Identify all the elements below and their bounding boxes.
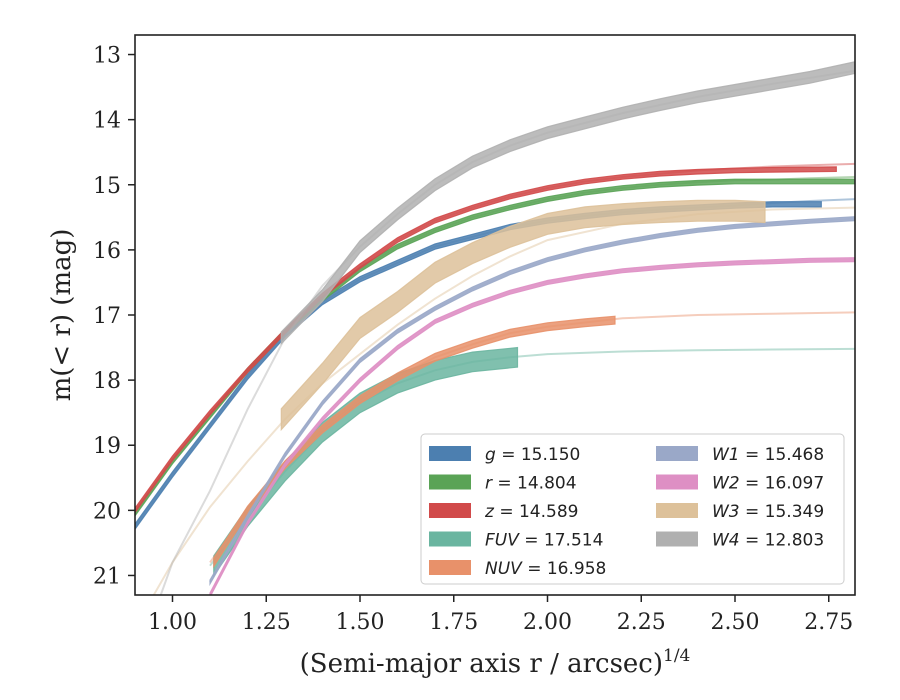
legend-label-W2: W2 = 16.097 xyxy=(712,474,824,494)
legend-swatch-g xyxy=(429,446,471,461)
legend-swatch-W3 xyxy=(656,503,698,518)
legend-box xyxy=(420,433,845,585)
series-W1 xyxy=(209,216,855,587)
y-tick-label: 19 xyxy=(93,434,121,459)
y-tick-label: 18 xyxy=(93,369,121,394)
legend-label-W3: W3 = 15.349 xyxy=(712,502,824,522)
legend-swatch-NUV xyxy=(429,560,471,575)
series-layer xyxy=(135,61,855,595)
y-tick-label: 13 xyxy=(93,44,121,69)
x-axis-title: (Semi-major axis r / arcsec)1/4 xyxy=(300,646,691,679)
y-tick-label: 15 xyxy=(93,174,121,199)
legend-swatch-FUV xyxy=(429,531,471,547)
series-W2-band xyxy=(209,257,855,595)
x-axis-title-power: 1/4 xyxy=(663,646,690,666)
legend-swatch-W4 xyxy=(656,531,698,547)
x-tick-label: 2.50 xyxy=(711,610,760,635)
x-tick-label: 1.75 xyxy=(429,610,478,635)
x-tick-label: 1.25 xyxy=(242,610,291,635)
y-axis-title: m(< r) (mag) xyxy=(47,229,77,402)
x-axis-title-base: (Semi-major axis r / arcsec) xyxy=(300,649,663,679)
legend: g = 15.150 r = 14.804 z = 14.589 FUV = 17.5… xyxy=(420,433,845,585)
legend-label-r: r = 14.804 xyxy=(485,474,577,494)
series-W1-band xyxy=(209,216,855,587)
legend-swatch-z xyxy=(429,503,471,518)
series-r-band xyxy=(135,178,855,517)
legend-swatch-W2 xyxy=(656,474,698,490)
ticks-layer: 1.00 1.25 1.50 1.75 2.00 2.25 2.50 2.75 13 14 15 16… xyxy=(93,44,853,635)
legend-swatch-r xyxy=(429,474,471,490)
y-tick-label: 16 xyxy=(93,239,121,264)
x-tick-label: 1.50 xyxy=(336,610,385,635)
series-z-band xyxy=(135,166,837,514)
x-tick-label: 1.00 xyxy=(148,610,197,635)
y-tick-label: 21 xyxy=(93,564,121,589)
x-tick-label: 2.00 xyxy=(523,610,572,635)
series-z xyxy=(135,162,855,514)
legend-label-W4: W4 = 12.803 xyxy=(712,531,824,551)
series-W3-band xyxy=(280,199,766,432)
series-g-band xyxy=(135,201,822,531)
y-tick-label: 14 xyxy=(93,109,121,134)
x-tick-label: 2.75 xyxy=(804,610,853,635)
legend-swatch-W1 xyxy=(656,446,698,461)
legend-label-NUV: NUV = 16.958 xyxy=(485,559,606,579)
series-W2 xyxy=(209,257,855,595)
legend-label-W1: W1 = 15.468 xyxy=(712,445,824,465)
y-tick-label: 17 xyxy=(93,304,121,329)
y-tick-label: 20 xyxy=(93,499,121,524)
series-NUV-band xyxy=(213,315,616,569)
series-W4 xyxy=(159,61,855,595)
legend-label-g: g = 15.150 xyxy=(485,445,580,465)
x-tick-label: 2.25 xyxy=(617,610,666,635)
legend-label-FUV: FUV = 17.514 xyxy=(485,531,603,551)
series-W3 xyxy=(152,199,855,595)
series-W4-band xyxy=(280,61,855,346)
legend-label-z: z = 14.589 xyxy=(484,502,578,522)
